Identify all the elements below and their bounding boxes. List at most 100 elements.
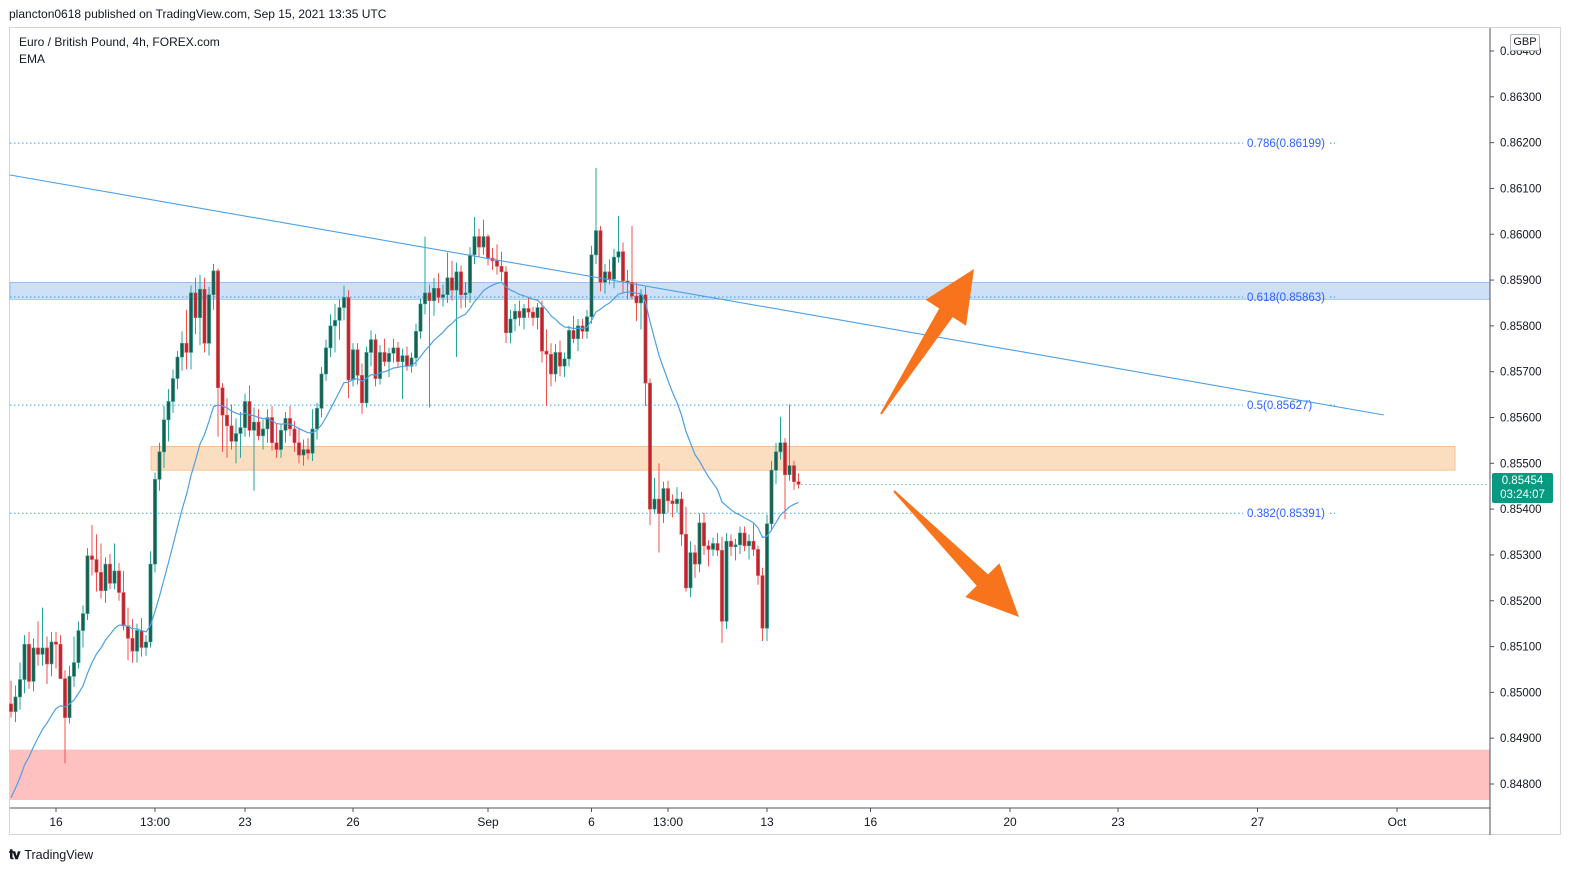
candle-body <box>468 254 472 294</box>
candle-body <box>495 260 499 267</box>
fib-label: 0.5(0.85627) <box>1247 400 1312 412</box>
candle-body <box>400 355 405 362</box>
candle-body <box>522 308 526 318</box>
candle-body <box>180 342 184 358</box>
candle-body <box>382 352 387 362</box>
candle-body <box>45 647 49 665</box>
candle-body <box>553 352 558 375</box>
candle-body <box>72 662 76 677</box>
candle-body <box>229 425 234 442</box>
candle-body <box>310 428 315 454</box>
candle-body <box>144 641 148 648</box>
candle-body <box>787 465 792 476</box>
candle-body <box>306 449 310 454</box>
candle-body <box>675 498 679 504</box>
candle-body <box>679 498 684 535</box>
candle-body <box>652 498 657 510</box>
candle-body <box>238 427 243 434</box>
candle-body <box>121 592 126 627</box>
candle-body <box>369 339 373 353</box>
candle-body <box>261 428 265 437</box>
candle-body <box>166 401 171 421</box>
candle-body <box>720 550 724 622</box>
candle-body <box>171 378 175 402</box>
candle-body <box>81 613 85 631</box>
price-tick-label: 0.85900 <box>1500 275 1542 287</box>
candle-body <box>9 703 13 712</box>
time-tick-label: 26 <box>346 815 360 829</box>
candle-body <box>387 353 391 362</box>
candle-body <box>643 294 648 384</box>
candle-body <box>783 442 787 476</box>
bar-countdown: 03:24:07 <box>1500 489 1545 502</box>
candle-body <box>589 254 594 318</box>
candle-body <box>576 325 580 340</box>
candle-body <box>76 630 81 663</box>
candle-body <box>333 320 337 327</box>
time-tick-label: 27 <box>1251 815 1265 829</box>
price-tick-label: 0.86100 <box>1500 183 1542 195</box>
candle-body <box>427 292 432 301</box>
candle-body <box>58 643 63 679</box>
currency-label[interactable]: GBP <box>1510 34 1540 51</box>
ema-layer <box>10 281 799 798</box>
candle-body <box>274 442 279 450</box>
candle-body <box>90 555 94 560</box>
candle-body <box>711 543 715 550</box>
candle-body <box>666 488 670 502</box>
candle-body <box>112 570 117 584</box>
price-tick-label: 0.85600 <box>1500 413 1542 425</box>
price-tick-label: 0.85000 <box>1500 687 1542 699</box>
symbol-title[interactable]: Euro / British Pound, 4h, FOREX.com <box>19 35 220 49</box>
candle-body <box>481 236 486 248</box>
candle-body <box>225 414 229 427</box>
candle-body <box>549 353 553 375</box>
candle-body <box>445 277 450 296</box>
candle-body <box>603 271 607 283</box>
tradingview-brand[interactable]: 𝐭𝐯 TradingView <box>9 846 93 863</box>
candle-body <box>247 401 252 431</box>
fib-label: 0.382(0.85391) <box>1247 508 1325 520</box>
candle-body <box>436 288 441 298</box>
fib-label: 0.618(0.85863) <box>1247 292 1325 304</box>
price-tick-label: 0.84800 <box>1500 779 1542 791</box>
indicator-label[interactable]: EMA <box>19 52 46 66</box>
candle-body <box>706 545 711 550</box>
trendline-layer <box>9 174 1385 416</box>
price-tick-label: 0.85400 <box>1500 504 1542 516</box>
candle-body <box>724 540 729 622</box>
candle-body <box>558 352 562 367</box>
candle-body <box>94 559 99 573</box>
candle-body <box>612 256 616 280</box>
candle-body <box>648 382 652 510</box>
candle-body <box>378 352 382 379</box>
candle-body <box>270 417 274 443</box>
candle-body <box>139 630 144 648</box>
candle-body <box>175 356 180 379</box>
candle-body <box>432 288 436 301</box>
candle-body <box>202 288 207 344</box>
candle-body <box>49 641 54 665</box>
candle-body <box>657 498 661 515</box>
candle-body <box>670 500 675 504</box>
candle-body <box>135 630 139 652</box>
time-tick-label: 13:00 <box>140 815 170 829</box>
candle-body <box>441 294 445 298</box>
candle-body <box>616 251 621 258</box>
candle-body <box>508 318 513 334</box>
last-price-tag: 0.85454 03:24:07 <box>1492 473 1553 504</box>
candle-body <box>328 325 333 349</box>
candle-body <box>54 641 58 645</box>
candle-body <box>472 236 477 256</box>
time-tick-label: 16 <box>49 815 63 829</box>
candle-body <box>103 563 108 591</box>
price-tick-label: 0.85200 <box>1500 596 1542 608</box>
fib-levels-layer: 0.786(0.86199) 0.618(0.85863) 0.5(0.85627)… <box>10 138 1335 520</box>
candle-body <box>796 481 801 485</box>
candle-body <box>315 408 319 430</box>
price-tick-label: 0.85800 <box>1500 321 1542 333</box>
candle-body <box>598 230 603 283</box>
candle-body <box>765 523 769 629</box>
candle-body <box>769 469 774 525</box>
